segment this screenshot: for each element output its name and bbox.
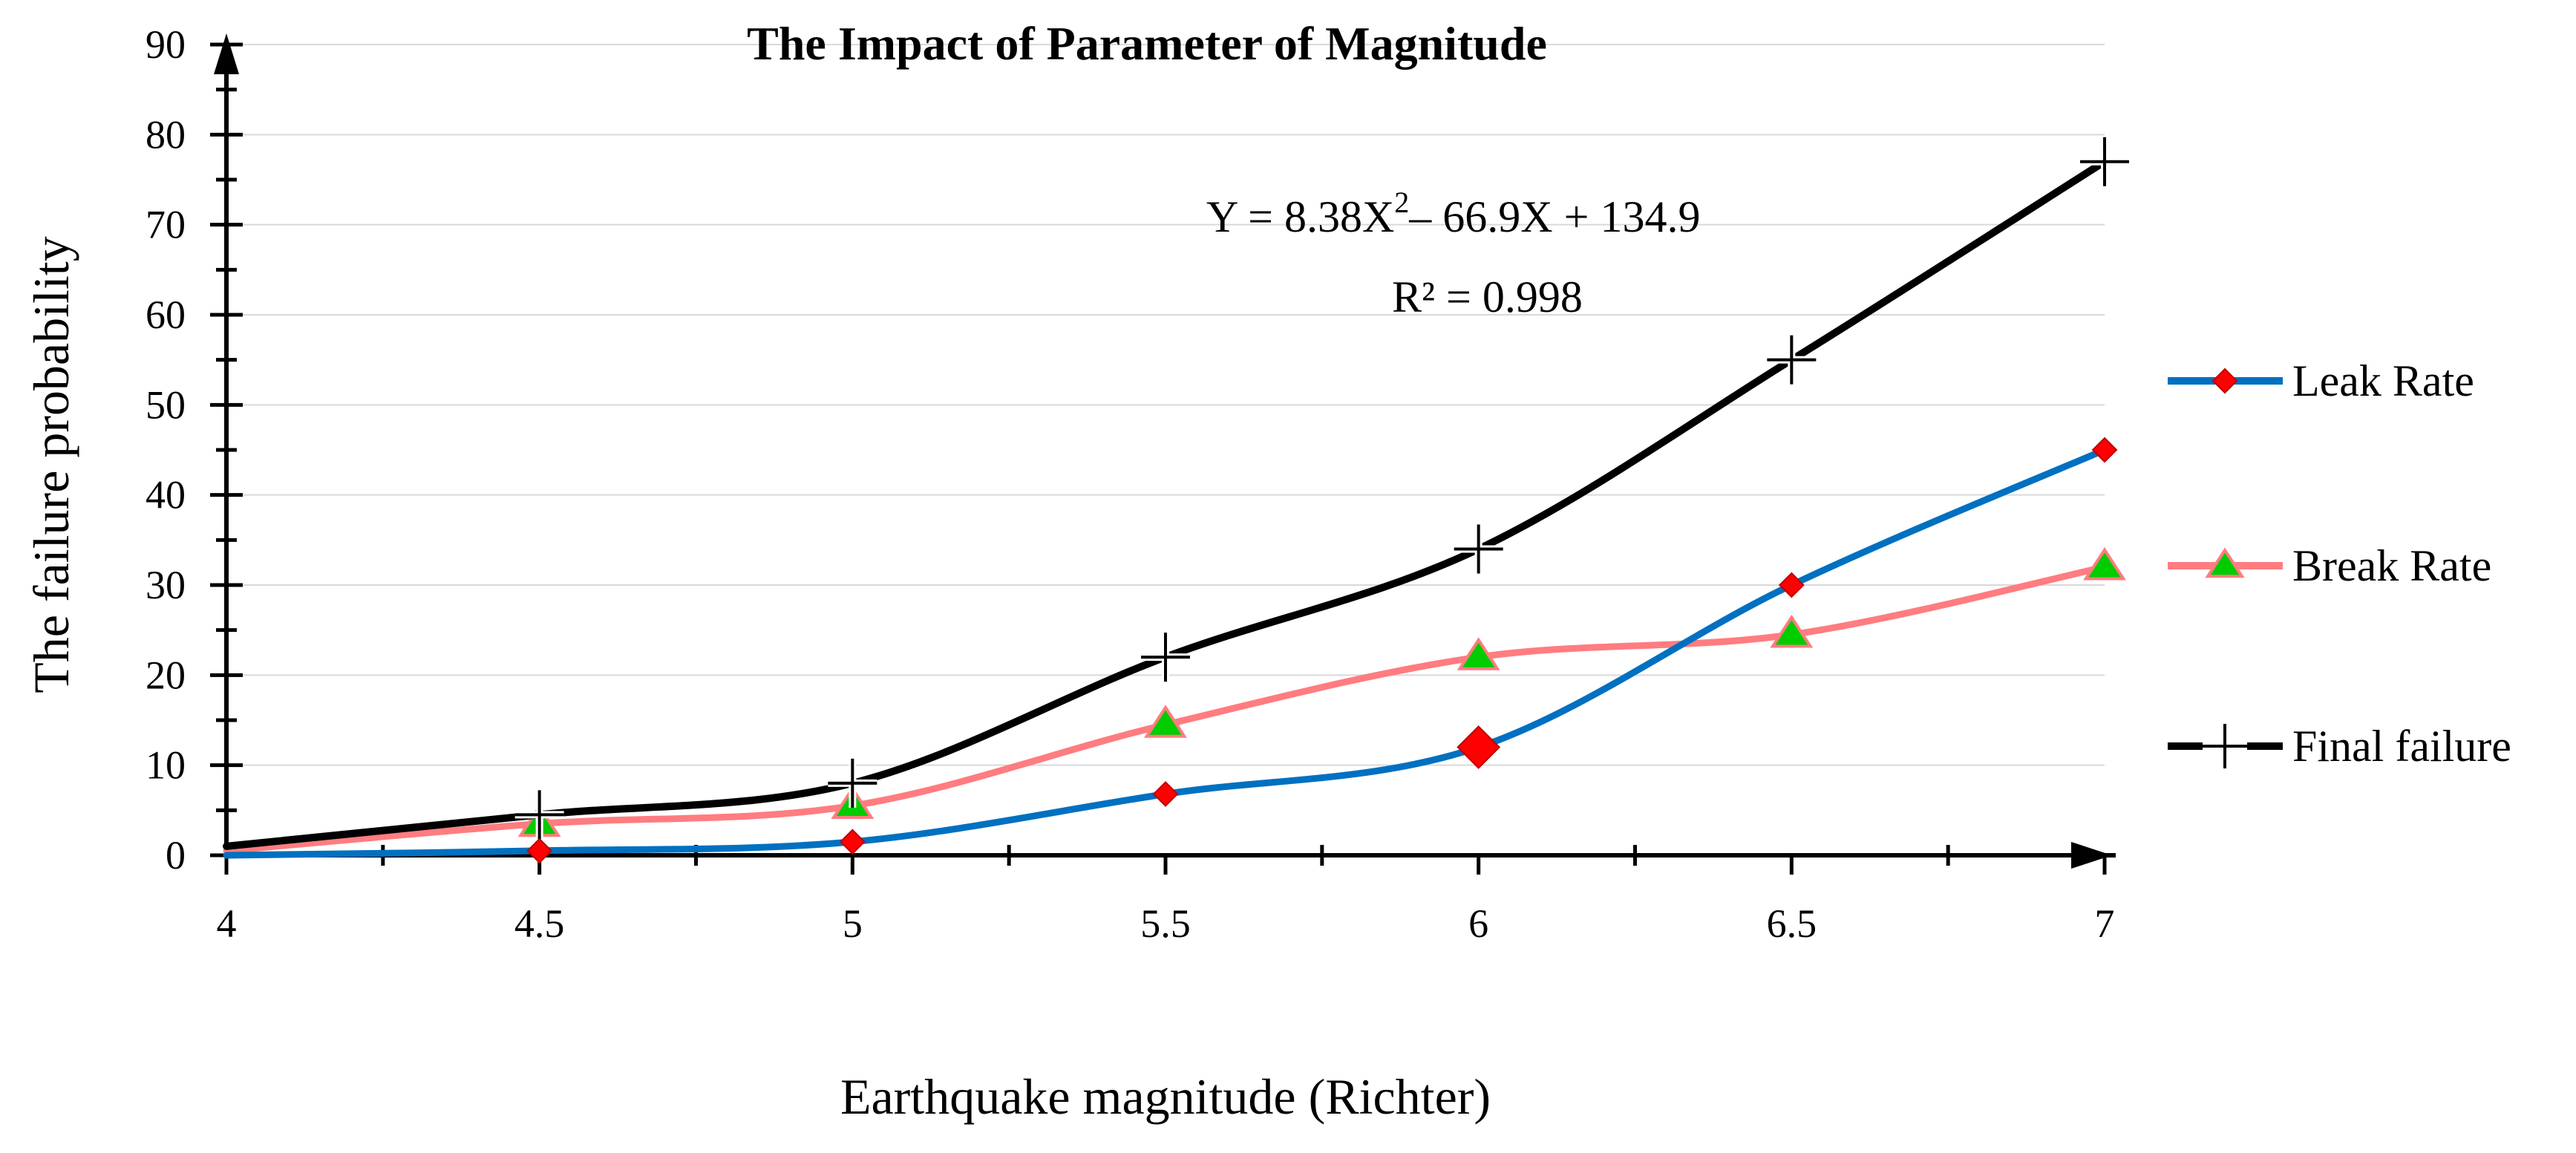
y-tick-label: 80 (146, 112, 186, 157)
y-tick-label: 70 (146, 203, 186, 247)
series-break-rate (223, 546, 2126, 855)
data-point (2091, 437, 2118, 463)
data-point (1144, 705, 1187, 738)
x-tick-label: 6 (1468, 901, 1488, 946)
x-tick-label: 4 (217, 901, 237, 946)
legend-label: Leak Rate (2292, 356, 2474, 405)
legend-marker (2205, 547, 2245, 578)
data-point (1778, 572, 1805, 598)
y-tick-label: 40 (146, 473, 186, 517)
x-tick-label: 5.5 (1140, 901, 1191, 946)
legend-marker (2203, 724, 2247, 768)
data-point (1152, 781, 1179, 807)
r-squared-annotation: R² = 0.998 (1392, 272, 1583, 321)
data-point (828, 758, 877, 808)
y-tick-label: 0 (166, 833, 186, 878)
legend-item: Final failure (2168, 722, 2511, 771)
data-point (1767, 335, 1817, 385)
y-tick-label: 20 (146, 653, 186, 697)
y-tick-label: 60 (146, 293, 186, 337)
data-point (839, 829, 866, 855)
gridlines (226, 44, 2105, 766)
x-axis-arrow (2071, 842, 2112, 869)
x-tick-label: 6.5 (1767, 901, 1817, 946)
equation-prefix: Y = 8.38X (1206, 192, 1394, 241)
chart-title: The Impact of Parameter of Magnitude (747, 17, 1547, 70)
equation-suffix: – 66.9X + 134.9 (1408, 192, 1700, 241)
data-point (1770, 614, 1814, 648)
data-point (2083, 546, 2126, 581)
series-final-failure (223, 137, 2129, 850)
x-tick-label: 5 (843, 901, 863, 946)
data-point (1141, 633, 1190, 682)
legend-label: Break Rate (2292, 541, 2491, 590)
axes (210, 33, 2116, 875)
series-leak-rate (223, 437, 2118, 864)
legend: Leak Rate Break Rate Final failure (2168, 356, 2511, 771)
data-point (2080, 137, 2129, 186)
x-tick-label: 4.5 (514, 901, 565, 946)
equation-exponent: 2 (1394, 186, 1409, 219)
data-point (1454, 524, 1503, 574)
y-tick-label: 10 (146, 743, 186, 788)
x-tick-label: 7 (2095, 901, 2115, 946)
legend-item: Leak Rate (2168, 356, 2474, 405)
series-line (223, 157, 2108, 850)
legend-label: Final failure (2292, 722, 2511, 771)
y-axis-arrow (214, 33, 239, 74)
data-point (514, 790, 564, 840)
y-axis-label: The failure probability (23, 236, 79, 693)
y-tick-label: 50 (146, 382, 186, 427)
data-point (526, 837, 553, 864)
x-axis-label: Earthquake magnitude (Richter) (840, 1068, 1491, 1125)
data-point (1457, 725, 1501, 769)
y-tick-label: 90 (146, 22, 186, 67)
legend-marker (2211, 368, 2238, 394)
y-tick-label: 30 (146, 563, 186, 607)
data-point (1457, 637, 1500, 670)
equation-annotation: Y = 8.38X2– 66.9X + 134.9 (1206, 186, 1700, 241)
legend-item: Break Rate (2168, 541, 2491, 590)
